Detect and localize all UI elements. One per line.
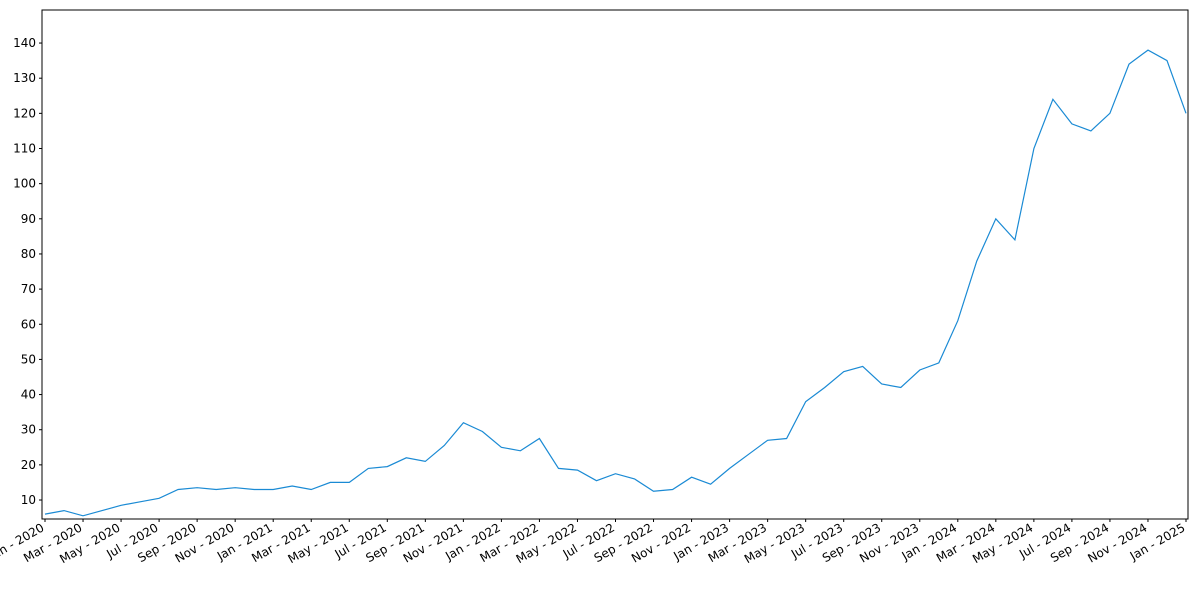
y-tick-label: 140 [13,36,36,50]
y-tick-label: 40 [21,388,36,402]
y-tick-label: 80 [21,247,36,261]
y-tick-label: 110 [13,141,36,155]
y-tick-label: 60 [21,317,36,331]
y-tick-label: 130 [13,71,36,85]
y-tick-label: 90 [21,212,36,226]
y-tick-label: 70 [21,282,36,296]
y-tick-label: 120 [13,106,36,120]
y-tick-label: 10 [21,493,36,507]
y-tick-label: 50 [21,352,36,366]
price-line [44,49,1187,517]
y-tick-label: 20 [21,458,36,472]
y-tick-label: 30 [21,423,36,437]
y-tick-label: 100 [13,177,36,191]
plot-frame [41,9,1189,520]
